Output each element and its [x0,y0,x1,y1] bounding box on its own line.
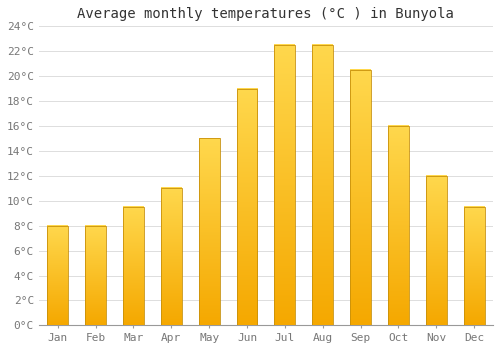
Bar [161,188,182,326]
Bar [274,45,295,326]
Bar [48,226,68,326]
Bar [350,70,371,326]
Bar [312,45,333,326]
Bar [388,126,409,326]
Bar [123,207,144,326]
Bar [236,89,258,326]
Bar [426,176,446,326]
Bar [198,139,220,326]
Bar [464,207,484,326]
Bar [85,226,106,326]
Title: Average monthly temperatures (°C ) in Bunyola: Average monthly temperatures (°C ) in Bu… [78,7,454,21]
